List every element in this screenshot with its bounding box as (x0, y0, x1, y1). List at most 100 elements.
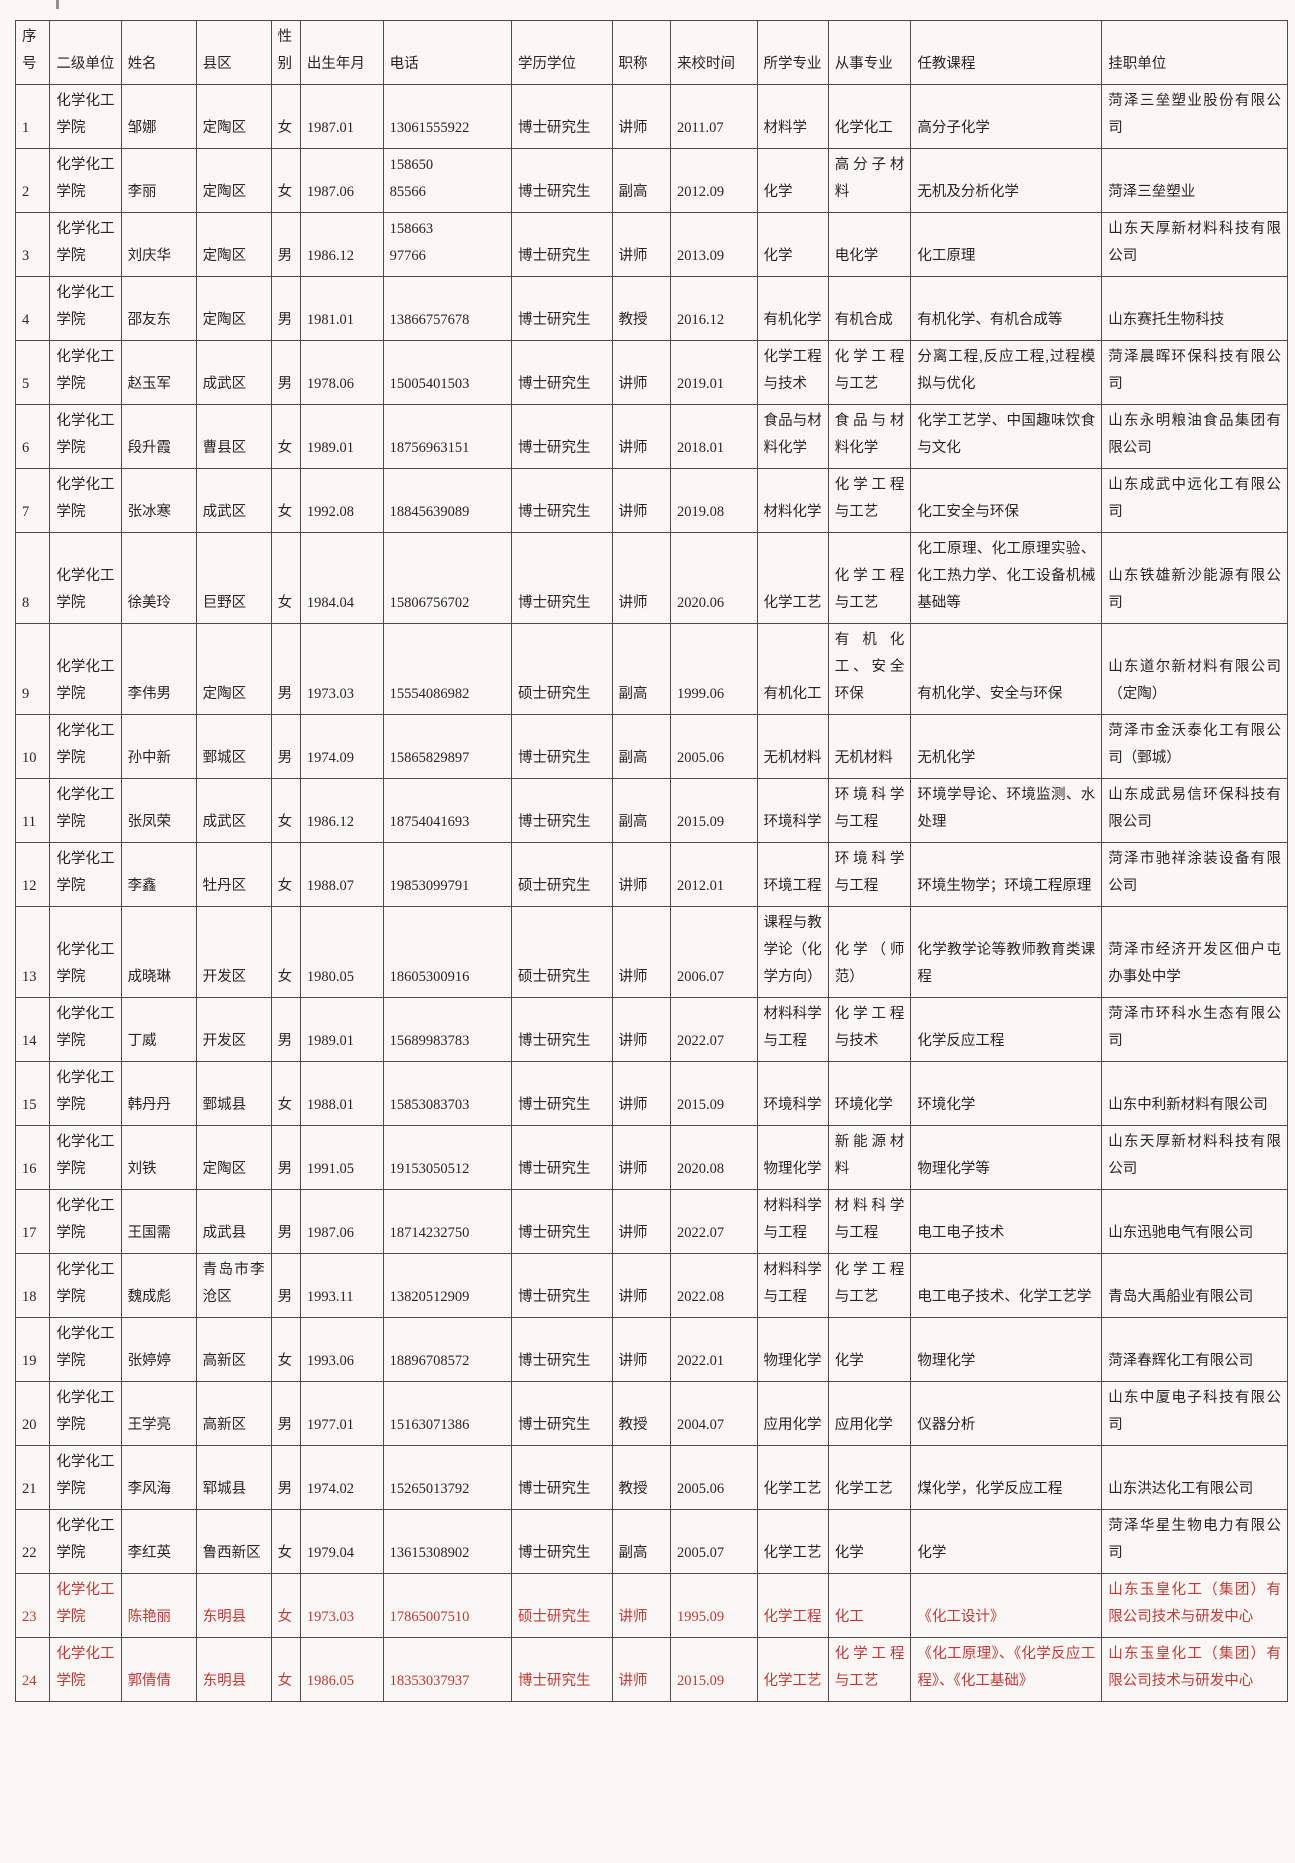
table-cell: 15806756702 (382, 532, 513, 624)
table-cell: 材料科学与工程 (756, 1253, 829, 1318)
table-cell: 李风海 (120, 1445, 197, 1510)
table-row: 1 化学化工学院 邹娜 定陶区女 1987.01 13061555922 博士研究生 讲师 20… (14, 84, 1288, 149)
table-cell: 副高 (611, 1509, 672, 1574)
table-cell: 分离工程,反应工程,过程模拟与优化 (910, 340, 1103, 405)
table-cell: 化学化工学院 (49, 778, 122, 843)
table-cell: 材料科学与工程 (756, 1189, 829, 1254)
table-cell: 2005.06 (670, 1445, 758, 1510)
table-cell: 9 (14, 623, 51, 715)
table-cell: 食品与材料化学 (756, 404, 829, 469)
column-header: 挂职单位 (1101, 20, 1288, 85)
table-cell: 23 (14, 1573, 51, 1638)
faculty-table: 序号 二级单位 姓名 县区 性别 出生年月 电话 学历学位 职称 来校时间 所学专业 从事专业 任教课程… (14, 20, 1288, 1702)
table-cell: 环境科学与工程 (827, 842, 912, 907)
table-cell: 化学化工学院 (49, 714, 122, 779)
table-cell: 1987.01 (299, 84, 384, 149)
table-cell: 化学工程与技术 (756, 340, 829, 405)
table-row: 6 化学化工学院 段升霞 曹县区女 1989.01 18756963151 博士研究生 讲师 2… (14, 404, 1288, 469)
table-cell: 讲师 (611, 84, 672, 149)
table-cell: 定陶区 (195, 84, 272, 149)
table-cell: 博士研究生 (511, 148, 613, 213)
table-cell: 博士研究生 (511, 340, 613, 405)
table-cell: 巨野区 (195, 532, 272, 624)
table-cell: 2018.01 (670, 404, 758, 469)
table-cell: 1974.09 (299, 714, 384, 779)
table-cell: 电化学 (827, 212, 912, 277)
column-header: 县区 (195, 20, 272, 85)
column-header: 电话 (382, 20, 513, 85)
table-body: 1 化学化工学院 邹娜 定陶区女 1987.01 13061555922 博士研究生 讲师 20… (14, 84, 1288, 1702)
table-cell: 女 (270, 1509, 301, 1574)
table-cell: 博士研究生 (511, 1125, 613, 1190)
table-cell: 张冰寒 (120, 468, 197, 533)
table-row: 16 化学化工学院 刘铁 定陶区男 1991.05 19153050512 博士研究生 讲师 2… (14, 1125, 1288, 1190)
table-cell: 青岛大禹船业有限公司 (1101, 1253, 1288, 1318)
table-cell: 化学化工学院 (49, 1509, 122, 1574)
table-cell: 化学反应工程 (910, 997, 1103, 1062)
table-row: 23 化学化工学院 陈艳丽 东明县女 1973.03 17865007510 硕士研究生 讲师… (14, 1573, 1288, 1638)
table-cell: 女 (270, 532, 301, 624)
table-cell: 博士研究生 (511, 1189, 613, 1254)
table-cell: 1984.04 (299, 532, 384, 624)
table-cell: 赵玉军 (120, 340, 197, 405)
table-cell: 鲁西新区 (195, 1509, 272, 1574)
table-cell: 副高 (611, 623, 672, 715)
table-cell: 博士研究生 (511, 1381, 613, 1446)
table-cell: 女 (270, 404, 301, 469)
table-cell: 无机化学 (910, 714, 1103, 779)
table-cell: 1973.03 (299, 623, 384, 715)
table-cell: 男 (270, 714, 301, 779)
table-cell: 菏泽市环科水生态有限公司 (1101, 997, 1288, 1062)
table-cell: 2011.07 (670, 84, 758, 149)
table-cell: 物理化学 (910, 1317, 1103, 1382)
table-cell: 化工 (827, 1573, 912, 1638)
table-cell: 教授 (611, 1445, 672, 1510)
table-cell: 18754041693 (382, 778, 513, 843)
table-cell: 15865829897 (382, 714, 513, 779)
table-cell: 化学化工学院 (49, 276, 122, 341)
table-cell: 煤化学，化学反应工程 (910, 1445, 1103, 1510)
table-cell: 博士研究生 (511, 714, 613, 779)
table-cell: 环境科学 (756, 1061, 829, 1126)
table-cell: 《化工原理》、《化学反应工程》、《化工基础》 (910, 1637, 1103, 1702)
table-cell: 教授 (611, 276, 672, 341)
table-cell: 女 (270, 1637, 301, 1702)
table-cell: 化工原理、化工原理实验、化工热力学、化工设备机械基础等 (910, 532, 1103, 624)
table-row: 24 化学化工学院 郭倩倩 东明县女 1986.05 18353037937 博士研究生 讲师… (14, 1637, 1288, 1702)
table-cell: 2 (14, 148, 51, 213)
table-cell: 2022.07 (670, 1189, 758, 1254)
table-row: 9 化学化工学院 李伟男 定陶区男 1973.03 15554086982 硕士研究生 副高 1… (14, 623, 1288, 715)
table-cell: 副高 (611, 148, 672, 213)
table-cell: 成晓琳 (120, 906, 197, 998)
table-cell: 女 (270, 468, 301, 533)
table-cell: 2020.06 (670, 532, 758, 624)
table-cell: 男 (270, 1253, 301, 1318)
table-cell: 开发区 (195, 997, 272, 1062)
table-cell: 新能源材料 (827, 1125, 912, 1190)
table-cell: 2012.09 (670, 148, 758, 213)
table-cell: 化学化工学院 (49, 532, 122, 624)
table-cell: 2015.09 (670, 778, 758, 843)
table-cell: 1993.11 (299, 1253, 384, 1318)
table-cell: 山东天厚新材料科技有限公司 (1101, 212, 1288, 277)
table-cell: 男 (270, 340, 301, 405)
table-cell: 女 (270, 842, 301, 907)
table-cell: 2004.07 (670, 1381, 758, 1446)
table-cell: 无机及分析化学 (910, 148, 1103, 213)
table-cell: 18845639089 (382, 468, 513, 533)
table-cell: 硕士研究生 (511, 1573, 613, 1638)
table-cell: 博士研究生 (511, 1061, 613, 1126)
table-cell: 魏成彪 (120, 1253, 197, 1318)
table-cell: 男 (270, 1445, 301, 1510)
table-cell: 6 (14, 404, 51, 469)
table-cell: 山东玉皇化工（集团）有限公司技术与研发中心 (1101, 1573, 1288, 1638)
table-cell: 1986.12 (299, 778, 384, 843)
table-cell: 青岛市李沧区 (195, 1253, 272, 1318)
table-cell: 邵友东 (120, 276, 197, 341)
table-cell: 鄄城区 (195, 714, 272, 779)
table-cell: 15265013792 (382, 1445, 513, 1510)
table-cell: 化学工艺 (756, 1445, 829, 1510)
table-cell: 15005401503 (382, 340, 513, 405)
table-cell: 化学化工学院 (49, 997, 122, 1062)
table-cell: 李鑫 (120, 842, 197, 907)
